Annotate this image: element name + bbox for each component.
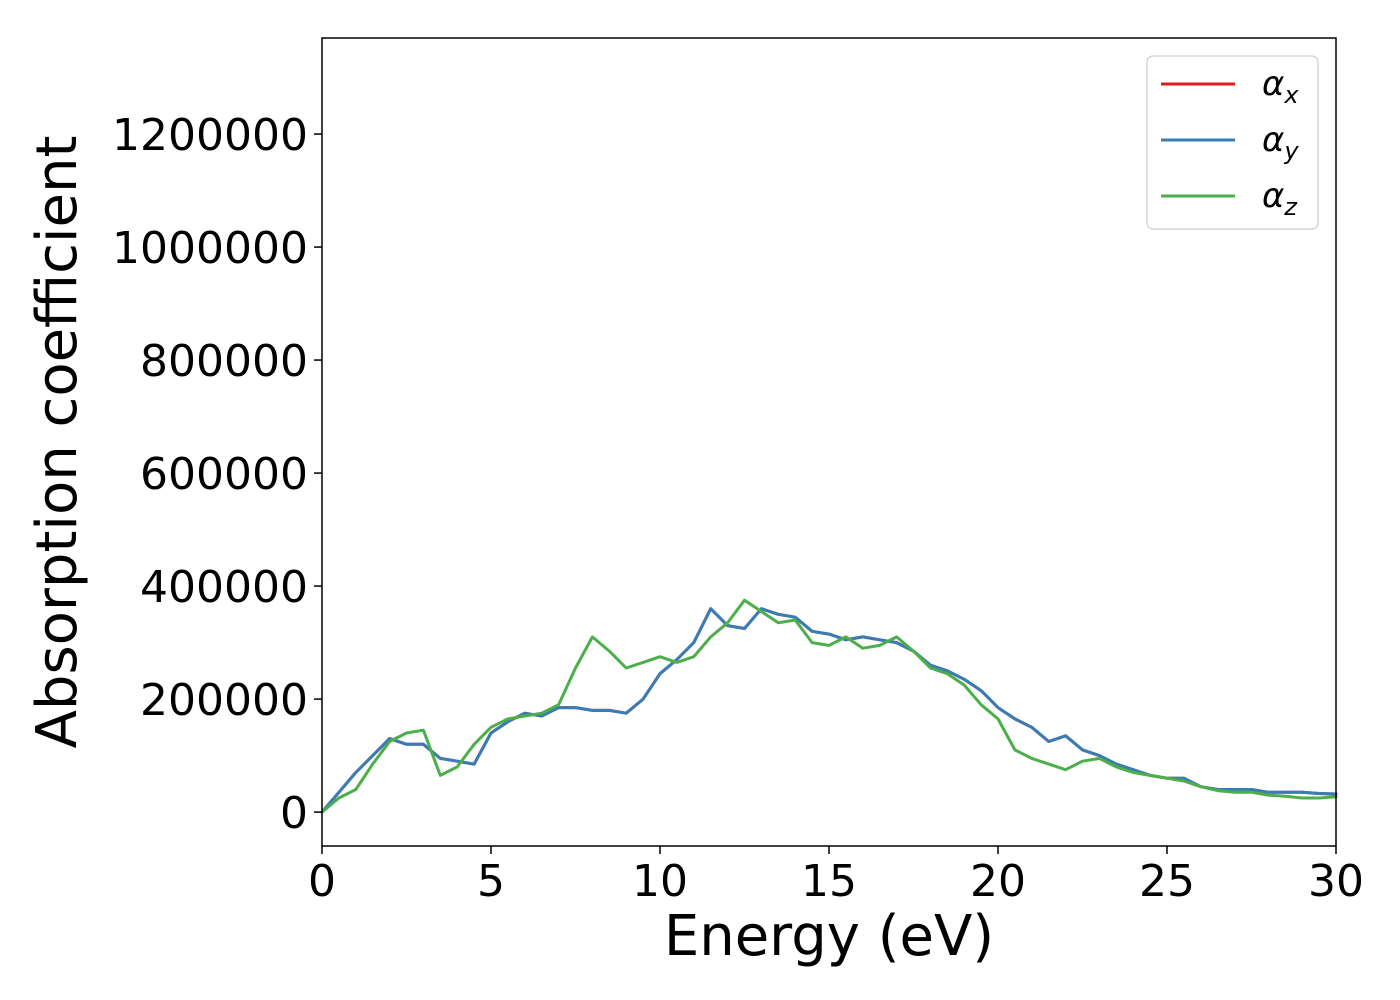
y-tick-label: 400000 <box>140 562 308 613</box>
x-tick-label: 5 <box>477 856 505 907</box>
x-axis-label: Energy (eV) <box>664 904 994 969</box>
y-tick-label: 1200000 <box>112 110 308 161</box>
y-tick-label: 0 <box>280 788 308 839</box>
y-axis-ticks: 0 200000 400000 600000 800000 1000000 1200000 <box>112 110 322 839</box>
y-tick-label: 1000000 <box>112 223 308 274</box>
y-tick-label: 600000 <box>140 449 308 500</box>
y-tick-label: 200000 <box>140 675 308 726</box>
series-line-z <box>320 598 1338 814</box>
x-tick-label: 0 <box>308 856 336 907</box>
y-axis-label: Absorption coefficient <box>25 136 90 749</box>
x-axis-ticks: 0 5 10 15 20 25 30 <box>308 846 1364 907</box>
series-layer <box>320 598 1338 814</box>
x-tick-label: 30 <box>1308 856 1364 907</box>
x-tick-label: 20 <box>970 856 1026 907</box>
legend-box <box>1146 55 1319 230</box>
x-tick-label: 10 <box>632 856 688 907</box>
x-tick-label: 15 <box>801 856 857 907</box>
y-tick-label: 800000 <box>140 336 308 387</box>
x-tick-label: 25 <box>1139 856 1195 907</box>
